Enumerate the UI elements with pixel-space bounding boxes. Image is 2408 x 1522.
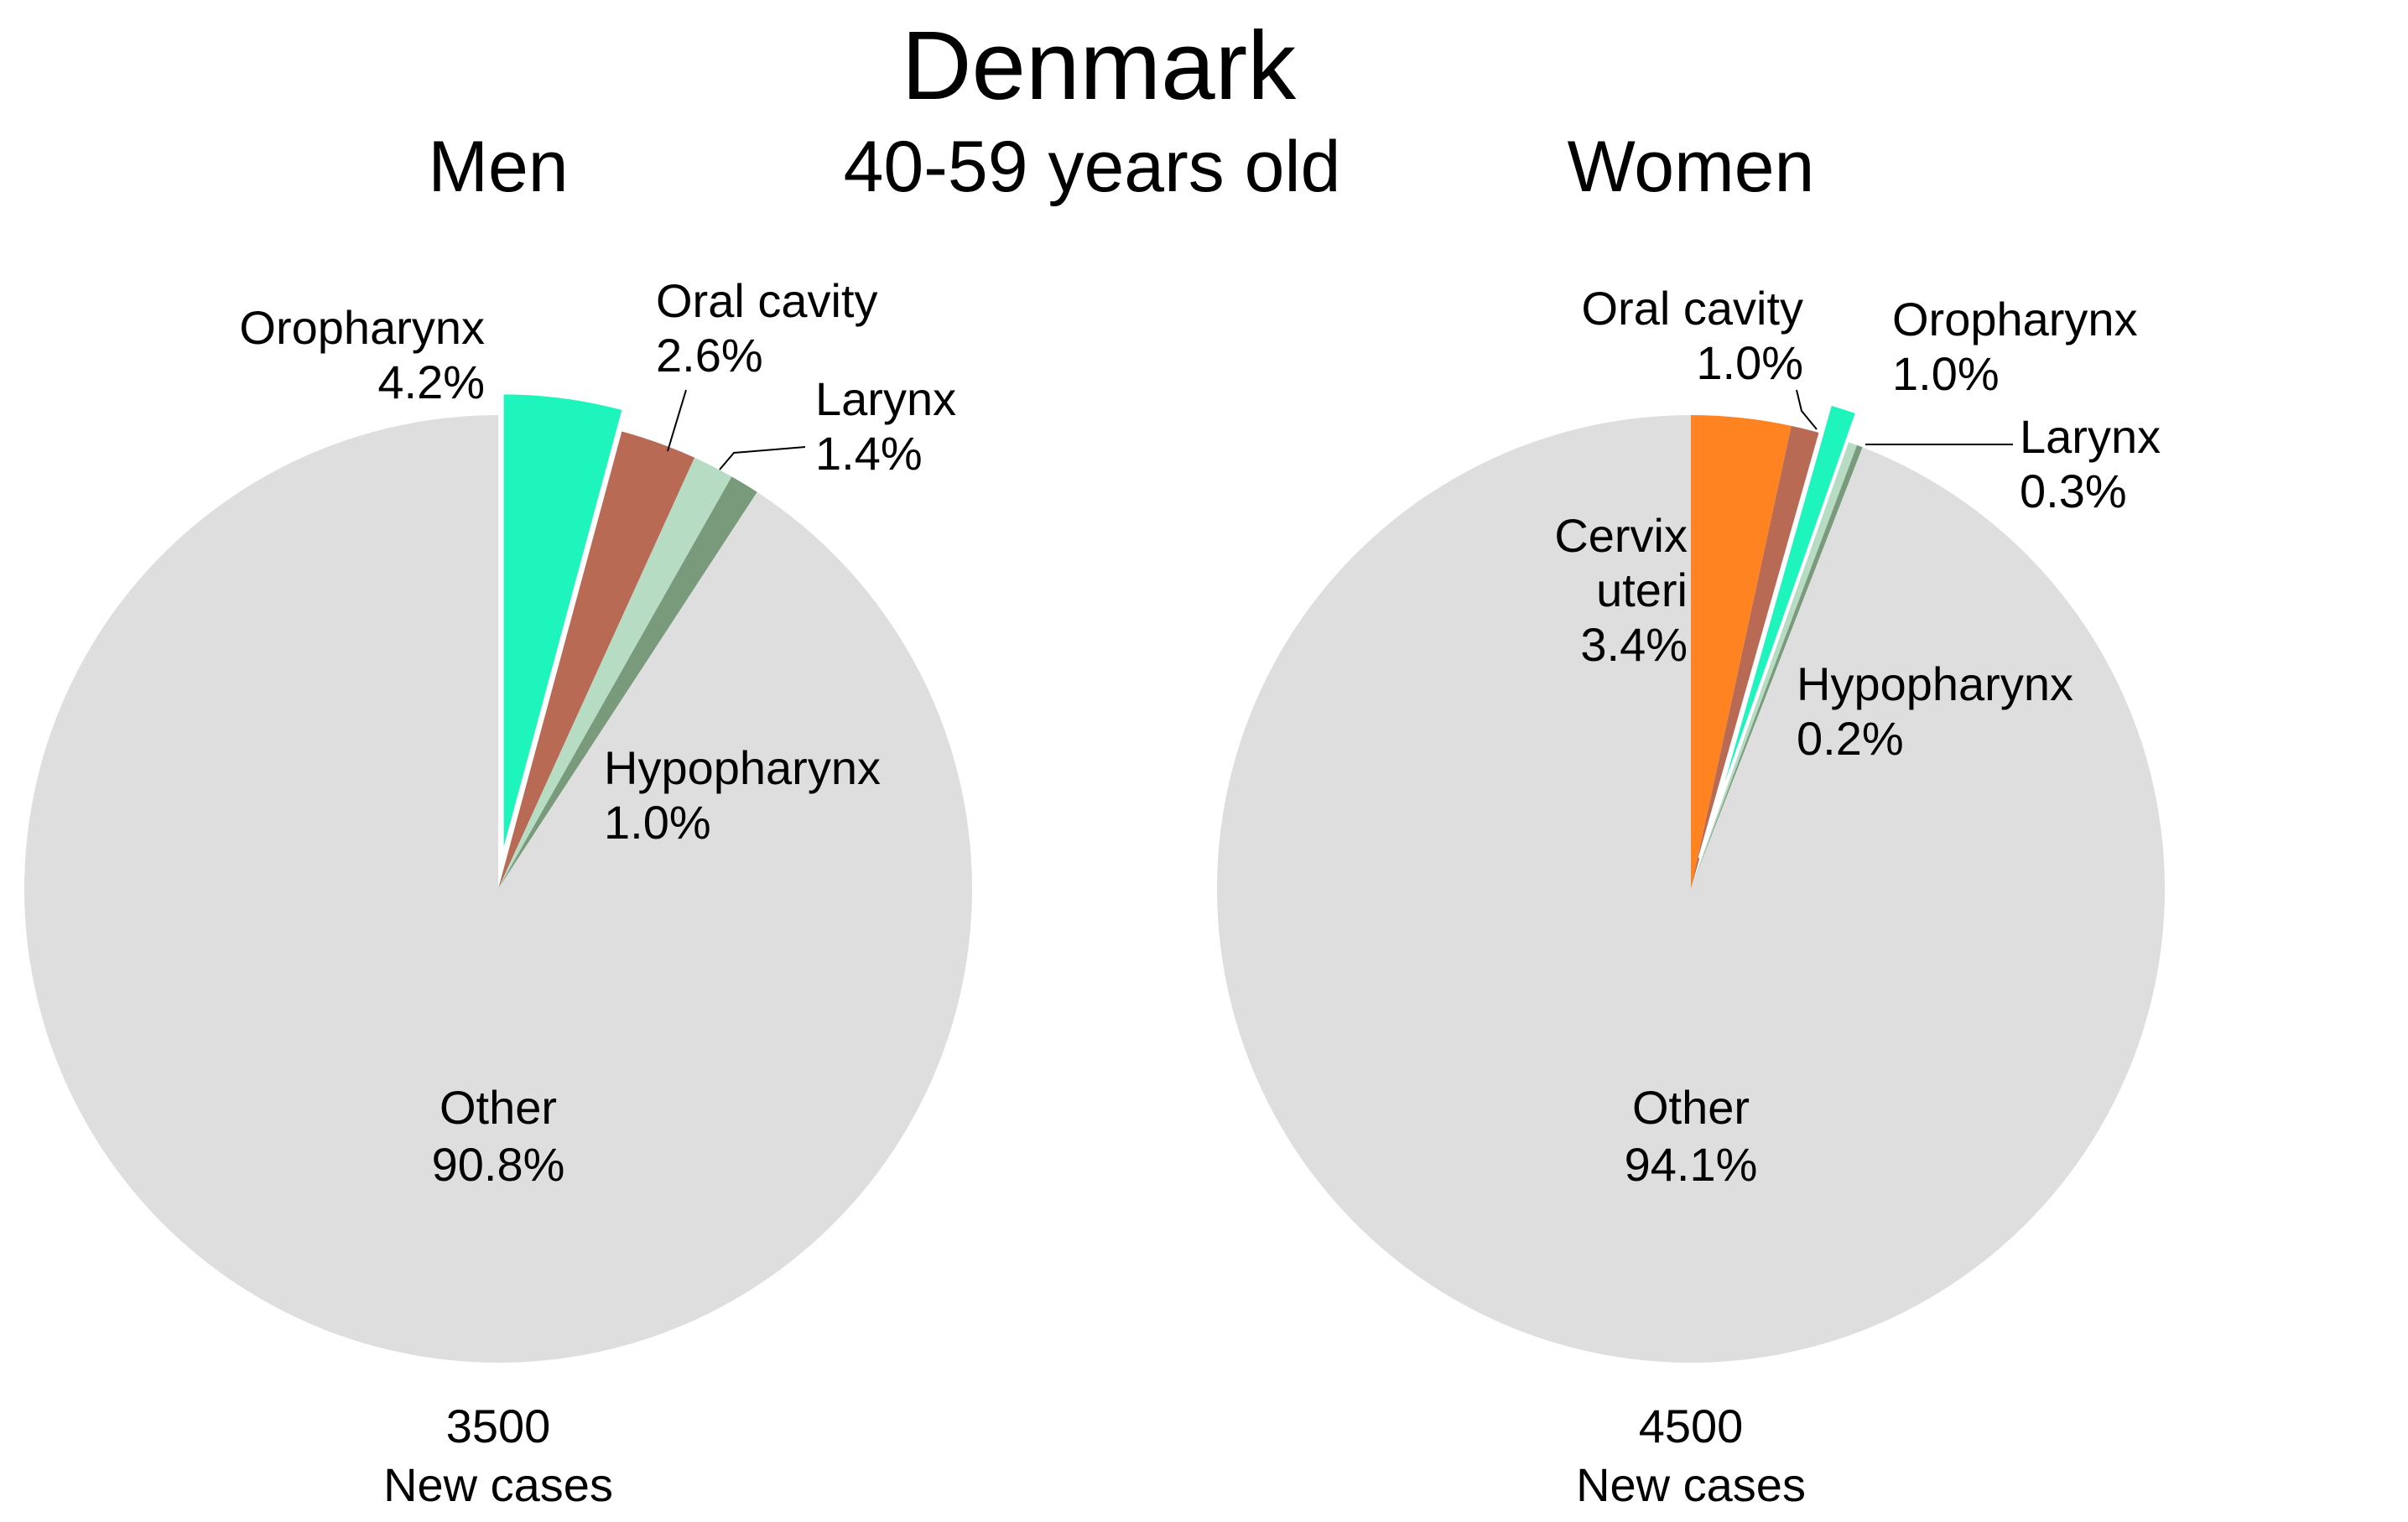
- women-label-oropharynx-name: Oropharynx: [1892, 293, 2138, 345]
- men-label-hypopharynx-value: 1.0%: [604, 796, 711, 849]
- men-leader-oral-cavity: [667, 389, 687, 452]
- chart-title: Denmark: [902, 11, 1298, 120]
- men-leader-larynx: [719, 446, 806, 470]
- women-label-hypopharynx-name: Hypopharynx: [1797, 657, 2073, 710]
- women-slice-hypopharynx: [1691, 444, 1863, 889]
- men-pie: [23, 389, 972, 1363]
- women-leader-oral-cavity: [1796, 389, 1818, 430]
- women-label-other-name: Other: [1632, 1081, 1750, 1134]
- women-label-cervix-value: 3.4%: [1580, 618, 1688, 671]
- men-label-larynx-value: 1.4%: [815, 427, 923, 480]
- women-slice-other: [1216, 415, 2165, 1364]
- men-label-oropharynx-name: Oropharynx: [239, 301, 485, 354]
- women-label-larynx-value: 0.3%: [2020, 465, 2127, 517]
- chart-subtitle: 40-59 years old: [844, 127, 1341, 207]
- men-label-other-name: Other: [439, 1081, 557, 1134]
- men-label-other-value: 90.8%: [432, 1138, 565, 1191]
- men-label-oral-cavity-value: 2.6%: [656, 329, 763, 382]
- men-slice-larynx: [498, 457, 732, 889]
- men-labels: Oropharynx 4.2% Oral cavity 2.6% Larynx …: [239, 274, 956, 1511]
- men-slice-oral-cavity: [498, 431, 695, 889]
- women-label-cervix-name-line2: uteri: [1596, 564, 1688, 616]
- men-total: 3500: [446, 1400, 551, 1452]
- men-total-caption: New cases: [383, 1458, 613, 1511]
- men-pie-title: Men: [428, 127, 568, 207]
- women-labels: Oral cavity 1.0% Oropharynx 1.0% Larynx …: [1554, 282, 2161, 1511]
- women-total-caption: New cases: [1576, 1458, 1806, 1511]
- women-slice-cervix-uteri: [1691, 415, 1792, 889]
- men-label-oropharynx-value: 4.2%: [377, 356, 485, 408]
- women-label-oropharynx-value: 1.0%: [1892, 347, 2000, 400]
- women-label-hypopharynx-value: 0.2%: [1797, 712, 1904, 765]
- men-slice-other: [23, 415, 972, 1363]
- men-label-oral-cavity-name: Oral cavity: [656, 274, 878, 327]
- women-label-oral-cavity-value: 1.0%: [1696, 336, 1803, 389]
- women-slice-oropharynx: [1698, 399, 1862, 860]
- women-label-oral-cavity-name: Oral cavity: [1582, 282, 1804, 335]
- men-label-hypopharynx-name: Hypopharynx: [604, 741, 881, 794]
- women-label-larynx-name: Larynx: [2020, 410, 2161, 463]
- women-pie-title: Women: [1568, 127, 1815, 207]
- women-label-cervix-name-line1: Cervix: [1554, 509, 1688, 562]
- men-slice-hypopharynx: [498, 476, 757, 889]
- women-total: 4500: [1639, 1400, 1744, 1452]
- women-label-other-value: 94.1%: [1625, 1138, 1758, 1191]
- men-slice-oropharynx: [498, 389, 628, 867]
- women-slice-larynx: [1691, 442, 1858, 889]
- women-pie: [1216, 399, 2165, 1364]
- men-label-larynx-name: Larynx: [815, 372, 956, 425]
